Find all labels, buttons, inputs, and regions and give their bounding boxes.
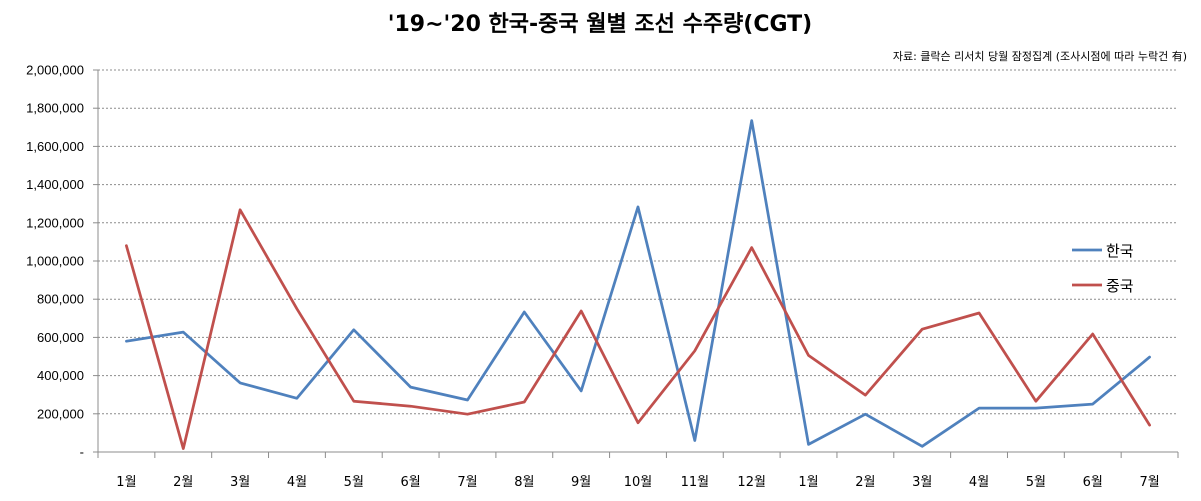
x-tick-label: 3월 [230,475,250,490]
x-tick-label: 5월 [344,475,364,490]
x-tick-label: 8월 [514,475,534,490]
y-tick-label: 200,000 [37,406,84,421]
x-tick-label: 7월 [457,475,477,490]
y-axis-ticks: - 200,000 400,000 600,000 800,000 1,000,000 1,… [26,63,84,460]
x-tick-label: 11월 [681,475,710,490]
x-tick-label: 5월 [1026,475,1046,490]
x-tick-label: 12월 [737,475,766,490]
legend-label-1: 한국 [1106,242,1134,260]
y-tick-label: 2,000,000 [26,63,84,78]
y-tick-label: 400,000 [37,368,84,383]
y-tick-label: 800,000 [37,292,84,307]
x-tick-label: 4월 [287,475,307,490]
x-axis-ticks: 1월 2월 3월 4월 5월 6월 7월 8월 9월 10월 11월 12월 1월 2월 3월 4월 5월 6월 7… [116,475,1159,490]
series-lines [125,119,1151,450]
y-tick-label: 1,400,000 [26,177,84,192]
legend-label-2: 중국 [1106,277,1134,295]
y-tick-label: 600,000 [37,330,84,345]
x-tick-label: 2월 [855,475,875,490]
chart-title: '19~'20 한국-중국 월별 조선 수주량(CGT) [388,12,812,37]
x-tick-label: 1월 [116,475,136,490]
x-tick-label: 3월 [912,475,932,490]
x-tick-label: 1월 [798,475,818,490]
x-tick-label: 6월 [401,475,421,490]
y-tick-label: 1,200,000 [26,215,84,230]
y-tick-label: 1,600,000 [26,139,84,154]
source-note: 자료: 클락슨 리서치 당월 잠정집계 (조사시점에 따라 누락건 有) [893,49,1187,63]
gridlines [98,69,1178,415]
axes [93,69,1179,458]
x-tick-label: 7월 [1139,475,1159,490]
y-tick-label: 1,800,000 [26,101,84,116]
x-tick-label: 2월 [173,475,193,490]
y-tick-label: - [80,445,84,460]
x-tick-label: 10월 [624,475,653,490]
series-line-1 [125,119,1151,448]
y-tick-label: 1,000,000 [26,254,84,269]
x-tick-label: 4월 [969,475,989,490]
x-tick-label: 6월 [1083,475,1103,490]
series-line-2 [125,208,1151,450]
x-tick-label: 9월 [571,475,591,490]
